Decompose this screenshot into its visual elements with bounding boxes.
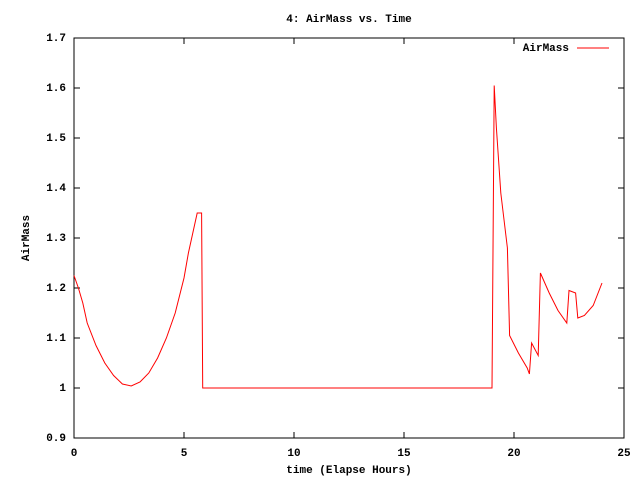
- x-tick-label: 25: [617, 448, 631, 460]
- legend-label: AirMass: [523, 43, 569, 55]
- y-tick-label: 1.6: [46, 83, 66, 95]
- data-line: [73, 85, 603, 389]
- x-tick-label: 5: [181, 448, 188, 460]
- y-tick-label: 1.1: [46, 333, 66, 345]
- y-tick-label: 0.9: [46, 433, 66, 445]
- x-tick-label: 20: [507, 448, 520, 460]
- x-tick-label: 0: [71, 448, 78, 460]
- y-tick-label: 1.4: [46, 183, 66, 195]
- chart-title: 4: AirMass vs. Time: [286, 14, 412, 26]
- y-axis-label: AirMass: [21, 215, 33, 261]
- x-axis-label: time (Elapse Hours): [286, 465, 411, 477]
- y-tick-label: 1.7: [46, 33, 66, 45]
- y-tick-label: 1.3: [46, 233, 66, 245]
- y-tick-label: 1: [59, 383, 66, 395]
- y-tick-label: 1.5: [46, 133, 66, 145]
- x-tick-label: 10: [287, 448, 300, 460]
- y-tick-label: 1.2: [46, 283, 66, 295]
- x-tick-label: 15: [397, 448, 411, 460]
